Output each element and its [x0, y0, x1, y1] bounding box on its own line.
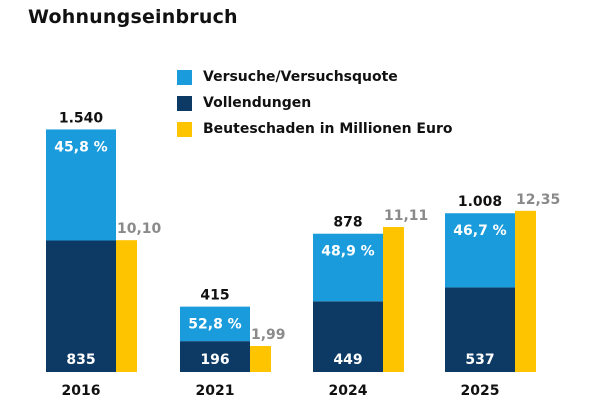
total-label: 1.008 [458, 194, 502, 210]
category-label: 2025 [461, 383, 500, 399]
total-label: 878 [333, 215, 362, 231]
legend-swatch-damage [177, 121, 192, 137]
total-label: 1.540 [59, 110, 104, 126]
attempts-label: 52,8 % [188, 317, 241, 333]
bar-attempts [180, 306, 250, 342]
category-label: 2021 [196, 383, 235, 399]
legend-item-damage: Beuteschaden in Millionen Euro [177, 116, 452, 142]
bar-attempts [445, 213, 515, 288]
damage-label: 1,99 [251, 327, 286, 343]
bar-completed [46, 240, 116, 372]
completed-label: 835 [66, 352, 95, 368]
attempts-label: 45,8 % [54, 139, 107, 155]
damage-label: 12,35 [516, 192, 560, 208]
bar-damage [515, 210, 536, 372]
legend-label-completed: Vollendungen [203, 95, 312, 111]
legend-label-attempts: Versuche/Versuchsquote [203, 69, 398, 85]
legend-item-completed: Vollendungen [177, 90, 452, 116]
legend-swatch-completed [177, 95, 192, 111]
bar-damage [383, 227, 404, 372]
bar-attempts [46, 129, 116, 241]
chart-title: Wohnungseinbruch [28, 6, 238, 28]
attempts-label: 48,9 % [321, 244, 374, 260]
attempts-label: 46,7 % [453, 223, 506, 239]
damage-label: 10,10 [117, 221, 162, 237]
legend-swatch-attempts [177, 69, 192, 85]
bar-damage [116, 240, 137, 372]
bar-completed [313, 301, 383, 372]
completed-label: 537 [465, 352, 494, 368]
legend-item-attempts: Versuche/Versuchsquote [177, 64, 452, 90]
legend: Versuche/Versuchsquote Vollendungen Beut… [177, 64, 452, 142]
completed-label: 449 [333, 352, 362, 368]
completed-label: 196 [200, 352, 229, 368]
category-label: 2016 [62, 383, 101, 399]
damage-label: 11,11 [384, 208, 428, 224]
bar-damage [250, 346, 271, 372]
total-label: 415 [200, 288, 229, 304]
category-label: 2024 [329, 383, 368, 399]
legend-label-damage: Beuteschaden in Millionen Euro [203, 121, 453, 137]
bar-attempts [313, 233, 383, 302]
bar-completed [180, 341, 250, 372]
bar-completed [445, 287, 515, 372]
